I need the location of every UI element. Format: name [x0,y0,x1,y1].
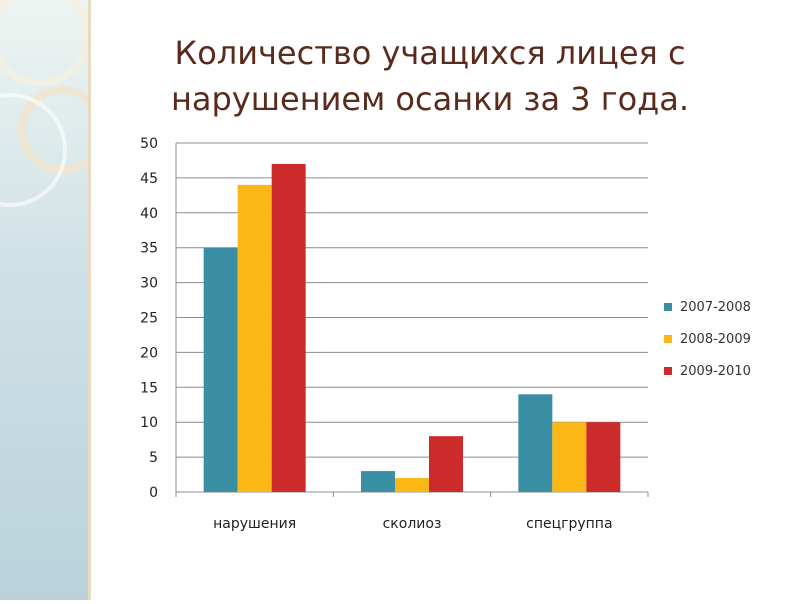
legend-swatch [664,303,672,311]
y-tick-label: 0 [149,485,158,501]
bar-2009-2010-нарушения [271,163,306,492]
legend-label: 2009-2010 [680,363,751,379]
decorative-divider [88,0,91,600]
bar-2007-2008-спецгруппа [518,394,553,492]
bar-2007-2008-сколиоз [361,471,395,492]
x-tick-label: спецгруппа [526,516,612,532]
y-tick-label: 45 [140,171,158,187]
bar-2009-2010-сколиоз [429,436,463,492]
bar-2009-2010-спецгруппа [586,422,621,492]
legend-swatch [664,367,672,375]
y-tick-label: 50 [140,136,158,152]
y-tick-label: 30 [140,276,158,292]
legend-item: 2008-2009 [664,328,751,350]
bar-2007-2008-нарушения [203,247,238,492]
y-tick-label: 5 [149,450,158,466]
y-tick-label: 20 [140,345,158,361]
legend-label: 2008-2009 [680,331,751,347]
y-tick-label: 25 [140,311,158,327]
slide-title: Количество учащихся лицея с нарушением о… [170,34,690,118]
decorative-side-panel [0,0,106,600]
x-tick-label: сколиоз [383,516,442,532]
legend-label: 2007-2008 [680,299,751,315]
chart-legend: 2007-2008 2008-2009 2009-2010 [664,296,751,392]
y-tick-label: 35 [140,241,158,257]
y-tick-label: 40 [140,206,158,222]
y-tick-label: 15 [140,380,158,396]
legend-item: 2009-2010 [664,360,751,382]
bar-2008-2009-сколиоз [395,478,429,492]
bar-2008-2009-нарушения [237,184,272,492]
x-tick-label: нарушения [213,516,296,532]
y-tick-label: 10 [140,415,158,431]
legend-item: 2007-2008 [664,296,751,318]
bar-2008-2009-спецгруппа [552,422,587,492]
legend-swatch [664,335,672,343]
